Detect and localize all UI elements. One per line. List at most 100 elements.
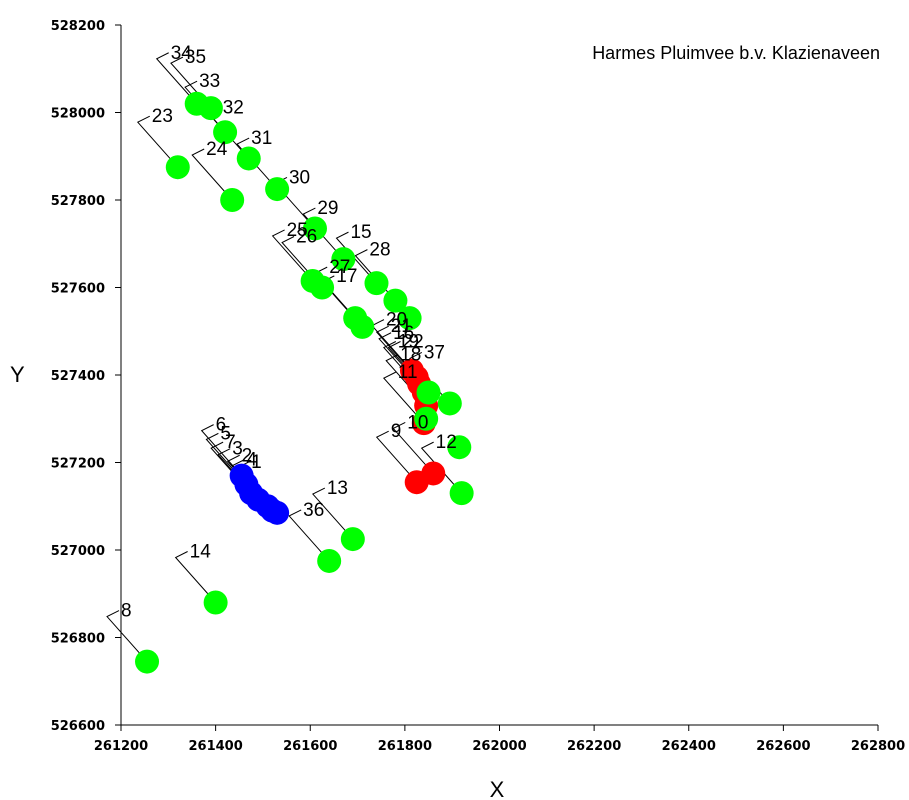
label-leader — [375, 325, 418, 378]
y-tick-label: 527000 — [51, 544, 105, 559]
label-leader — [302, 207, 344, 260]
point-label: 32 — [223, 97, 244, 118]
data-point — [220, 188, 245, 212]
point-label: 17 — [336, 266, 357, 287]
data-point — [302, 216, 327, 241]
x-tick-label: 262400 — [662, 739, 716, 754]
data-point — [310, 275, 335, 300]
point-label: 20 — [386, 310, 407, 331]
label-leader — [382, 371, 425, 424]
y-tick-label: 526600 — [51, 719, 105, 734]
point-label: 6 — [216, 415, 227, 436]
data-point — [265, 177, 290, 202]
x-tick-label: 262800 — [851, 739, 905, 754]
data-point — [239, 481, 264, 506]
y-tick-label: 527400 — [51, 369, 105, 384]
y-tick-label: 528000 — [51, 107, 105, 122]
x-tick-label: 261800 — [378, 739, 432, 754]
data-point — [421, 461, 446, 486]
chart-title: Harmes Pluimvee b.v. Klazienaveen — [592, 43, 880, 63]
point-label: 14 — [190, 542, 212, 563]
data-point — [229, 463, 254, 488]
point-label: 31 — [251, 128, 272, 149]
data-point — [317, 548, 342, 573]
x-tick-label: 262200 — [567, 739, 621, 754]
point-label: 8 — [121, 601, 132, 622]
label-leader — [312, 487, 354, 540]
label-leader — [174, 551, 216, 603]
x-axis-title: X — [490, 777, 505, 800]
x-tick-label: 262000 — [472, 739, 526, 754]
y-tick-label: 526800 — [51, 632, 105, 647]
point-label: 36 — [303, 500, 324, 521]
label-leader — [271, 229, 313, 282]
data-point — [198, 96, 223, 121]
point-label: 19 — [398, 332, 419, 353]
axes: 261200 261400 261600 261800 262000 262200 2624… — [51, 19, 905, 754]
point-label: 35 — [185, 47, 206, 68]
point-label: 34 — [171, 43, 193, 64]
label-leader — [335, 231, 377, 284]
point-label: 7 — [225, 432, 236, 453]
data-point — [260, 498, 285, 523]
x-tick-label: 261400 — [188, 739, 242, 754]
label-leaders — [106, 52, 463, 662]
data-point — [416, 380, 441, 405]
point-label: 24 — [206, 139, 228, 160]
data-point — [213, 120, 238, 145]
point-label: 10 — [407, 412, 428, 433]
x-tick-label: 261600 — [283, 739, 337, 754]
point-label: 27 — [329, 257, 350, 278]
point-label: 2 — [242, 445, 253, 466]
data-point — [236, 146, 261, 171]
data-point — [340, 527, 365, 552]
point-label: 23 — [152, 106, 173, 127]
x-tick-label: 261200 — [94, 739, 148, 754]
data-point — [414, 406, 439, 431]
data-point — [397, 306, 422, 331]
label-leader — [155, 52, 198, 105]
data-point — [343, 306, 368, 331]
point-label: 13 — [327, 478, 348, 499]
point-label: 28 — [369, 240, 390, 261]
y-tick-label: 528200 — [51, 19, 105, 34]
label-leader — [375, 430, 418, 483]
data-point — [449, 481, 474, 506]
data-points — [135, 91, 474, 674]
point-label: 22 — [403, 332, 424, 353]
data-point — [165, 155, 190, 180]
point-label: 30 — [289, 167, 310, 188]
label-leader — [236, 137, 278, 190]
data-point — [135, 649, 160, 674]
point-label: 4 — [246, 450, 257, 471]
point-label: 15 — [350, 222, 371, 243]
data-point — [364, 271, 389, 296]
point-label: 12 — [436, 432, 457, 453]
point-label: 1 — [251, 452, 262, 473]
point-label: 33 — [199, 71, 220, 92]
x-tick-label: 262600 — [756, 739, 810, 754]
y-tick-label: 527200 — [51, 457, 105, 472]
point-label: 11 — [398, 362, 418, 383]
point-label: 21 — [391, 316, 412, 337]
point-label: 5 — [220, 423, 231, 444]
point-label: 18 — [400, 345, 421, 366]
data-point — [437, 391, 462, 416]
y-tick-label: 527600 — [51, 282, 105, 297]
data-point — [447, 435, 472, 460]
label-leader — [106, 610, 148, 662]
label-leader — [136, 115, 179, 168]
point-label: 16 — [393, 323, 414, 344]
label-leader — [420, 441, 463, 494]
point-label: 26 — [296, 227, 317, 248]
label-leader — [191, 148, 233, 201]
y-axis-title: Y — [10, 362, 25, 387]
point-label: 9 — [391, 421, 402, 442]
data-point — [331, 247, 356, 272]
data-point — [203, 590, 228, 615]
point-label: 3 — [232, 439, 243, 460]
point-label: 37 — [424, 342, 445, 363]
label-leader — [392, 421, 434, 474]
data-point — [383, 288, 408, 313]
